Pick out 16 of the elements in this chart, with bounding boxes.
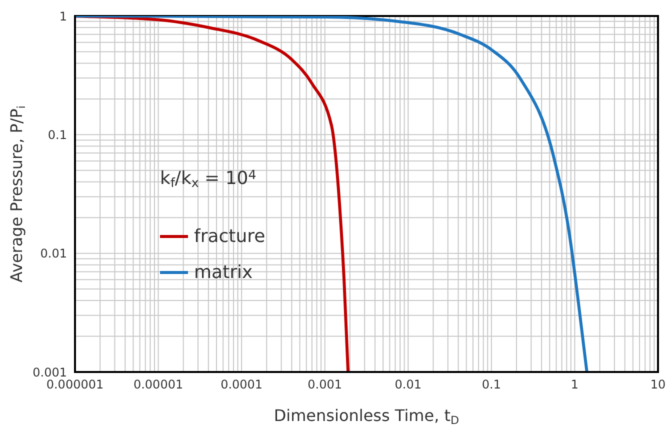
legend-label: fracture [194,226,266,246]
x-tick-label: 0.1 [482,378,501,392]
y-tick-label: 0.01 [40,246,67,261]
x-tick-label: 0.00001 [133,378,184,392]
x-tick-label: 0.001 [308,378,342,392]
x-axis-title: Dimensionless Time, t$_{D}$ [274,406,460,427]
legend-label: matrix [194,262,253,282]
x-tick-label: 0.000001 [46,378,104,392]
annotation: k$_{f}$/k$_{x}$ = 10$^{4}$ [160,166,256,190]
y-tick-label: 0.001 [32,365,67,380]
x-tick-label: 1 [570,378,579,392]
x-tick-label: 0.0001 [220,378,263,392]
x-tick-label: 10 [650,378,666,392]
x-tick-label: 0.01 [394,378,422,392]
y-tick-label: 0.1 [48,128,67,142]
y-tick-label: 1 [59,9,67,24]
